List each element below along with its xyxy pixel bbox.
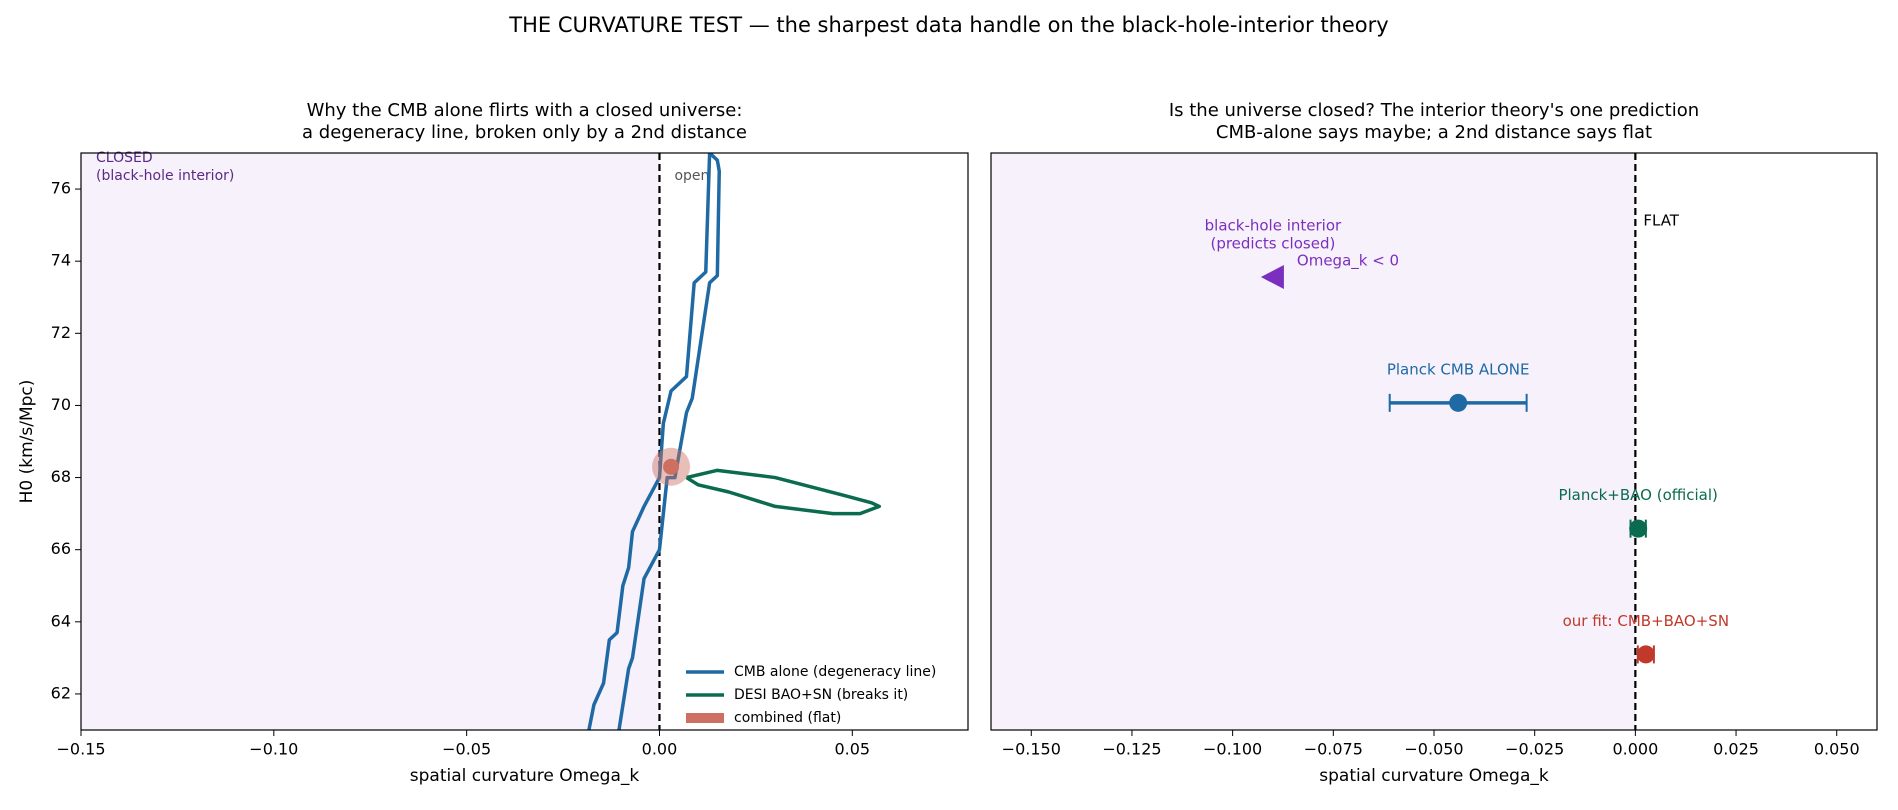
x-tick-label: −0.025 bbox=[1505, 740, 1564, 759]
figure-title: THE CURVATURE TEST — the sharpest data h… bbox=[508, 13, 1388, 37]
contour-line bbox=[587, 153, 722, 730]
y-tick-label: 72 bbox=[51, 323, 71, 342]
subplot-title: a degeneracy line, broken only by a 2nd … bbox=[302, 122, 747, 143]
x-axis-label: spatial curvature Omega_k bbox=[410, 766, 640, 786]
y-axis-label: H0 (km/s/Mpc) bbox=[17, 380, 37, 504]
x-tick-label: −0.125 bbox=[1102, 740, 1161, 759]
prediction-marker bbox=[1260, 265, 1284, 290]
y-tick-label: 64 bbox=[51, 611, 71, 630]
closed-region bbox=[81, 153, 660, 730]
y-tick-label: 74 bbox=[51, 251, 71, 270]
y-tick-label: 68 bbox=[51, 467, 71, 486]
open-label: open bbox=[674, 168, 709, 184]
legend-swatch bbox=[686, 713, 724, 723]
point-note: Omega_k < 0 bbox=[1297, 252, 1399, 271]
x-tick-label: −0.05 bbox=[442, 740, 491, 759]
x-tick-label: −0.050 bbox=[1404, 740, 1463, 759]
x-tick-label: −0.075 bbox=[1304, 740, 1363, 759]
legend-label: combined (flat) bbox=[734, 710, 841, 726]
legend-label: CMB alone (degeneracy line) bbox=[734, 664, 936, 680]
axes-frame bbox=[990, 152, 1878, 731]
x-tick-label: 0.05 bbox=[834, 740, 870, 759]
closed-label: CLOSED bbox=[96, 150, 153, 166]
contour-line bbox=[685, 468, 882, 516]
combined-point bbox=[663, 458, 680, 475]
subplot-title: Is the universe closed? The interior the… bbox=[1169, 100, 1699, 121]
x-tick-label: 0.000 bbox=[1612, 740, 1658, 759]
subplot-title: Why the CMB alone flirts with a closed u… bbox=[307, 100, 743, 121]
x-axis-label: spatial curvature Omega_k bbox=[1319, 766, 1549, 786]
x-tick-label: 0.050 bbox=[1814, 740, 1860, 759]
flat-label: FLAT bbox=[1643, 212, 1679, 230]
point bbox=[1449, 393, 1468, 412]
point-label: Planck CMB ALONE bbox=[1387, 360, 1530, 378]
axes-frame bbox=[80, 152, 969, 731]
y-tick-label: 62 bbox=[51, 683, 71, 702]
x-tick-label: −0.150 bbox=[1002, 740, 1061, 759]
legend-label: DESI BAO+SN (breaks it) bbox=[734, 687, 908, 703]
closed-label: (black-hole interior) bbox=[96, 168, 234, 184]
closed-region bbox=[991, 153, 1636, 730]
x-tick-label: −0.15 bbox=[56, 740, 105, 759]
x-tick-label: 0.025 bbox=[1713, 740, 1759, 759]
point-label: our fit: CMB+BAO+SN bbox=[1563, 612, 1729, 630]
subplot-title: CMB-alone says maybe; a 2nd distance say… bbox=[1216, 122, 1652, 143]
y-tick-label: 70 bbox=[51, 395, 71, 414]
point-label: black-hole interior bbox=[1205, 217, 1342, 235]
x-tick-label: −0.10 bbox=[249, 740, 298, 759]
x-tick-label: −0.100 bbox=[1203, 740, 1262, 759]
x-tick-label: 0.00 bbox=[642, 740, 678, 759]
point bbox=[1636, 645, 1655, 664]
point-label: (predicts closed) bbox=[1210, 235, 1335, 253]
point bbox=[1629, 519, 1648, 538]
y-tick-label: 76 bbox=[51, 179, 71, 198]
point-label: Planck+BAO (official) bbox=[1558, 486, 1717, 504]
y-tick-label: 66 bbox=[51, 539, 71, 558]
